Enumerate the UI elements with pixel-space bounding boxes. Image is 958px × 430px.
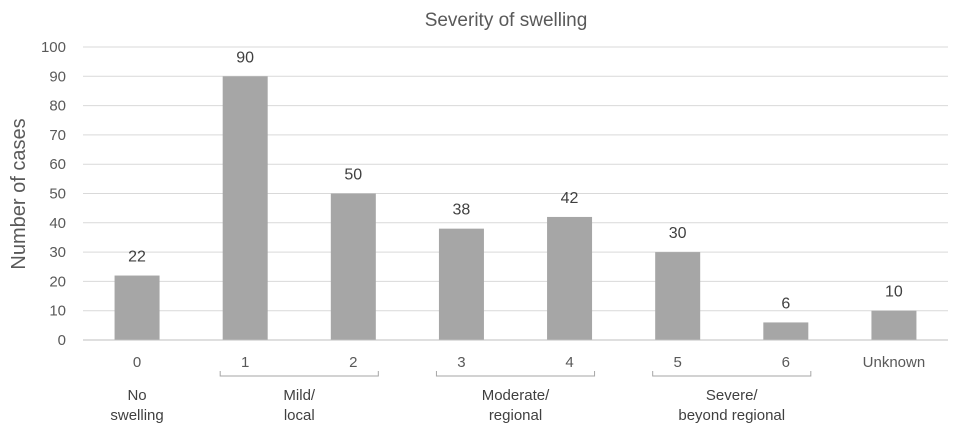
y-tick-label: 10 (49, 303, 66, 320)
group-label: Mild/ (283, 387, 316, 404)
bar-6 (763, 322, 809, 340)
y-tick-label: 30 (49, 244, 66, 261)
y-tick-label: 100 (41, 39, 66, 56)
data-label: 50 (344, 167, 362, 184)
group-bracket (435, 371, 596, 377)
group-label: regional (489, 407, 542, 424)
group-label: Moderate/ (482, 387, 550, 404)
group-label: swelling (110, 407, 163, 424)
x-tick-label: 0 (133, 354, 141, 371)
data-label: 22 (128, 249, 146, 266)
data-label: 10 (885, 284, 903, 301)
data-label: 38 (453, 202, 471, 219)
group-bracket (652, 371, 812, 377)
x-tick-label: Unknown (863, 354, 926, 371)
bar-3 (438, 228, 484, 340)
data-labels: 22 90 50 38 42 30 6 10 (128, 49, 903, 312)
y-tick-label: 70 (49, 127, 66, 144)
data-label: 6 (781, 295, 790, 312)
y-tick-label: 60 (49, 156, 66, 173)
bar-unknown (871, 310, 917, 340)
y-axis-ticks: 0 10 20 30 40 50 60 70 80 90 100 (41, 39, 66, 349)
y-tick-label: 20 (49, 273, 66, 290)
x-tick-label: 3 (457, 354, 465, 371)
bars (114, 76, 917, 341)
bar-4 (547, 216, 593, 340)
x-tick-label: 4 (565, 354, 573, 371)
x-axis-ticks: 0 1 2 3 4 5 6 Unknown (133, 354, 925, 371)
bar-0 (114, 275, 160, 340)
x-tick-label: 2 (349, 354, 357, 371)
x-tick-label: 6 (782, 354, 790, 371)
group-bracket (219, 371, 379, 377)
data-label: 90 (236, 49, 254, 66)
bar-5 (655, 252, 701, 340)
bar-1 (222, 76, 268, 341)
y-tick-label: 50 (49, 186, 66, 203)
data-label: 30 (669, 225, 687, 242)
chart-title: Severity of swelling (425, 10, 588, 31)
group-label: No (127, 387, 146, 404)
group-label: local (284, 407, 315, 424)
y-tick-label: 40 (49, 215, 66, 232)
category-groups: No swelling Mild/local Moderate/regional Sev… (110, 371, 812, 424)
y-axis-label: Number of cases (8, 118, 30, 269)
y-tick-label: 0 (58, 332, 66, 349)
gridlines (83, 46, 948, 312)
x-tick-label: 5 (674, 354, 682, 371)
group-label: beyond regional (678, 407, 785, 424)
group-label: Severe/ (706, 387, 759, 404)
x-tick-label: 1 (241, 354, 249, 371)
bar-2 (330, 193, 376, 340)
y-tick-label: 90 (49, 68, 66, 85)
y-tick-label: 80 (49, 98, 66, 115)
data-label: 42 (561, 190, 579, 207)
